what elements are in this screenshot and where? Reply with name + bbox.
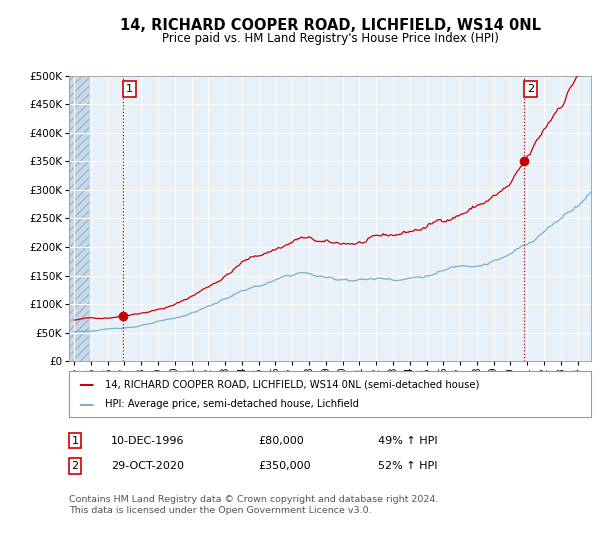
Text: Price paid vs. HM Land Registry's House Price Index (HPI): Price paid vs. HM Land Registry's House …: [161, 31, 499, 45]
Text: 2: 2: [71, 461, 79, 471]
Text: 10-DEC-1996: 10-DEC-1996: [111, 436, 185, 446]
Text: £80,000: £80,000: [258, 436, 304, 446]
Text: HPI: Average price, semi-detached house, Lichfield: HPI: Average price, semi-detached house,…: [105, 399, 359, 409]
Text: 14, RICHARD COOPER ROAD, LICHFIELD, WS14 0NL: 14, RICHARD COOPER ROAD, LICHFIELD, WS14…: [119, 18, 541, 32]
Bar: [69, 76, 89, 361]
Text: 1: 1: [71, 436, 79, 446]
Bar: [69, 76, 89, 361]
Text: 2: 2: [527, 84, 534, 94]
Text: 29-OCT-2020: 29-OCT-2020: [111, 461, 184, 471]
Text: —: —: [78, 377, 94, 391]
Text: —: —: [78, 397, 94, 412]
Text: 14, RICHARD COOPER ROAD, LICHFIELD, WS14 0NL (semi-detached house): 14, RICHARD COOPER ROAD, LICHFIELD, WS14…: [105, 379, 479, 389]
Text: 52% ↑ HPI: 52% ↑ HPI: [378, 461, 437, 471]
Text: 1: 1: [126, 84, 133, 94]
Text: £350,000: £350,000: [258, 461, 311, 471]
Text: 49% ↑ HPI: 49% ↑ HPI: [378, 436, 437, 446]
Text: Contains HM Land Registry data © Crown copyright and database right 2024.
This d: Contains HM Land Registry data © Crown c…: [69, 496, 439, 515]
